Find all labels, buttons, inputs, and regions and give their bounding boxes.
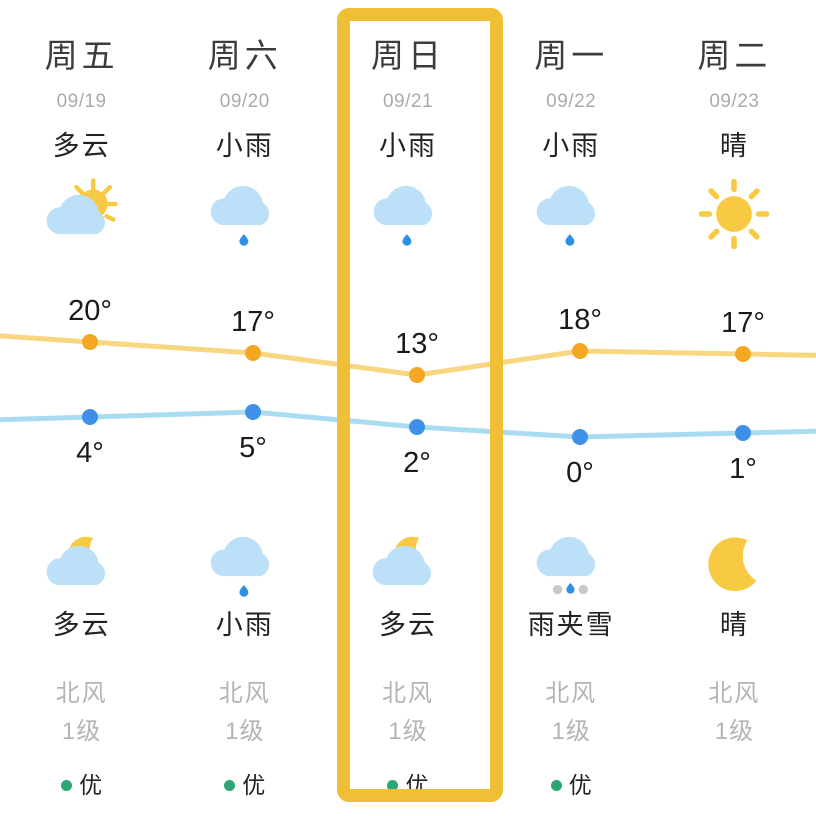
night-condition-text: 雨夹雪 xyxy=(527,610,615,640)
wind-level: 1级 xyxy=(225,718,265,745)
day-column[interactable]: 周一 09/22 小雨雨夹雪北风 1级优 xyxy=(490,0,653,816)
day-column[interactable]: 周六 09/20 小雨 小雨 北风 1级优 xyxy=(163,0,326,816)
wind-direction: 北风 xyxy=(55,680,108,707)
air-quality-badge: 优 xyxy=(0,770,163,800)
day-name: 周日 xyxy=(370,37,445,74)
moon-icon xyxy=(653,527,816,603)
day-condition-text: 小雨 xyxy=(542,131,601,161)
day-condition-text: 晴 xyxy=(719,131,749,161)
air-quality-dot-icon xyxy=(387,779,399,791)
day-date: 09/19 xyxy=(56,91,107,112)
day-condition-text: 小雨 xyxy=(215,131,274,161)
day-name: 周五 xyxy=(44,37,119,74)
wind-direction: 北风 xyxy=(218,680,271,707)
day-date: 09/21 xyxy=(382,91,434,112)
air-quality-badge: 优 xyxy=(326,770,489,800)
air-quality-dot-icon xyxy=(61,779,73,791)
air-quality-label: 优 xyxy=(79,772,103,798)
day-column[interactable]: 周二 09/23 晴晴北风 1级 xyxy=(653,0,816,816)
wind-direction: 北风 xyxy=(708,680,761,707)
wind-level: 1级 xyxy=(61,718,102,745)
day-name: 周六 xyxy=(207,37,282,74)
wind-level: 1级 xyxy=(388,718,428,745)
sun-icon xyxy=(653,176,816,252)
wind-level: 1级 xyxy=(714,718,755,745)
day-date: 09/20 xyxy=(219,91,270,112)
night-condition-text: 小雨 xyxy=(215,610,274,640)
wind-direction: 北风 xyxy=(381,680,434,707)
day-date: 09/23 xyxy=(709,91,760,112)
day-date: 09/22 xyxy=(546,91,597,112)
sun-behind-cloud-icon xyxy=(0,176,163,252)
cloud-rain-icon xyxy=(163,527,326,603)
air-quality-badge: 优 xyxy=(163,770,326,800)
day-column[interactable]: 周五 09/19 多云 多云 北风 1级优 xyxy=(0,0,163,816)
cloud-rain-icon xyxy=(490,176,653,252)
air-quality-dot-icon xyxy=(224,779,236,791)
air-quality-label: 优 xyxy=(568,772,592,798)
day-name: 周二 xyxy=(697,37,772,74)
day-condition-text: 多云 xyxy=(52,131,111,161)
cloud-rain-icon xyxy=(326,176,489,252)
wind-direction: 北风 xyxy=(545,680,598,707)
night-condition-text: 多云 xyxy=(378,610,437,640)
night-condition-text: 多云 xyxy=(52,610,111,640)
day-condition-text: 小雨 xyxy=(378,131,437,161)
wind-level: 1级 xyxy=(551,718,591,745)
air-quality-label: 优 xyxy=(405,772,429,798)
air-quality-badge: 优 xyxy=(490,770,653,800)
moon-behind-cloud-icon xyxy=(0,527,163,603)
cloud-rain-icon xyxy=(163,176,326,252)
day-column[interactable]: 周日 09/21 小雨多云北风 1级优 xyxy=(326,0,489,816)
moon-behind-cloud-icon xyxy=(326,527,489,603)
air-quality-dot-icon xyxy=(550,779,562,791)
cloud-sleet-icon xyxy=(490,527,653,603)
day-name: 周一 xyxy=(534,37,609,74)
air-quality-label: 优 xyxy=(242,772,266,798)
night-condition-text: 晴 xyxy=(719,610,749,640)
